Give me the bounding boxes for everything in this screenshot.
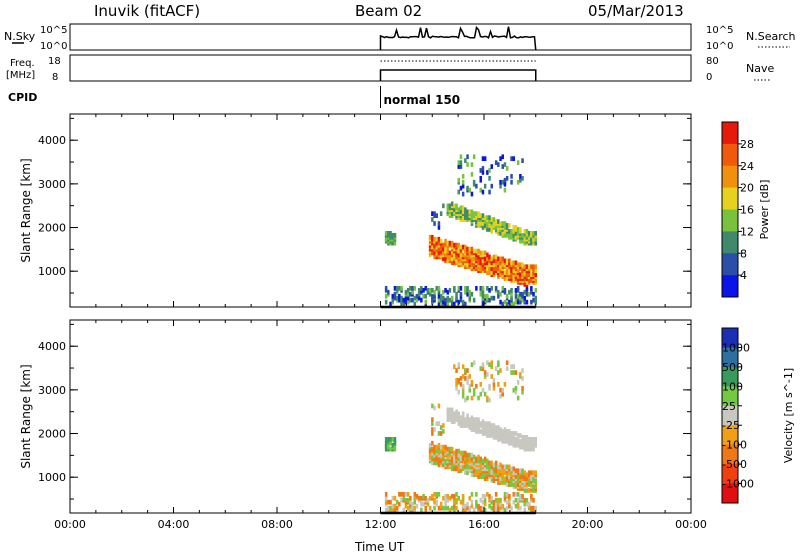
colorbar-swatch bbox=[722, 347, 738, 368]
y-tick-label: 4000 bbox=[38, 340, 66, 353]
velocity-colorbar-label: Velocity [m s^-1] bbox=[782, 368, 795, 463]
velocity-panel: 00:00 04:00 08:00 12:00 16:00 20:00 00:00 1000 2… bbox=[19, 319, 795, 531]
x-axis-label: Time UT bbox=[354, 540, 405, 554]
freq-unit-label: [MHz] bbox=[6, 70, 35, 81]
freq-trace bbox=[379, 69, 537, 81]
colorbar-tick-label: -100 bbox=[722, 439, 747, 452]
colorbar-tick-label: 500 bbox=[722, 361, 743, 374]
velocity-scatter-cells bbox=[384, 360, 537, 513]
colorbar-tick-label: -500 bbox=[722, 458, 747, 471]
x-tick-label: 16:00 bbox=[468, 518, 500, 531]
colorbar-swatch bbox=[722, 253, 738, 276]
power-colorbar: 4 8 12 16 20 24 28 Power [dB] bbox=[721, 121, 771, 298]
y-tick-label: 1000 bbox=[38, 265, 66, 278]
colorbar-tick-label: 16 bbox=[740, 204, 754, 217]
nsearch-tick-bottom: 10^0 bbox=[706, 41, 733, 52]
freq-tick-bottom: 8 bbox=[52, 72, 58, 83]
colorbar-tick-label: 1000 bbox=[722, 341, 750, 354]
colorbar-swatch bbox=[722, 187, 738, 210]
x-tick-label: 08:00 bbox=[261, 518, 293, 531]
date-title: 05/Mar/2013 bbox=[588, 2, 684, 20]
nave-label: Nave bbox=[746, 62, 774, 75]
velocity-y-axis-label: Slant Range [km] bbox=[19, 364, 33, 468]
colorbar-swatch bbox=[722, 328, 738, 348]
colorbar-swatch bbox=[722, 143, 738, 167]
colorbar-swatch bbox=[722, 444, 738, 465]
colorbar-tick-label: 24 bbox=[740, 160, 754, 173]
y-tick-label: 4000 bbox=[38, 134, 66, 147]
x-tick-label: 00:00 bbox=[675, 518, 707, 531]
nave-tick-top: 80 bbox=[706, 56, 719, 67]
y-tick-label: 2000 bbox=[38, 428, 66, 441]
colorbar-swatch bbox=[722, 122, 738, 145]
nsky-tick-bottom: 10^0 bbox=[40, 41, 67, 52]
nsky-trace bbox=[379, 25, 537, 51]
x-tick-label: 12:00 bbox=[365, 518, 397, 531]
colorbar-frame bbox=[721, 327, 739, 504]
beam-title: Beam 02 bbox=[355, 2, 422, 20]
colorbar-swatch bbox=[722, 405, 738, 426]
colorbar-swatch bbox=[722, 366, 738, 387]
velocity-frame bbox=[69, 319, 692, 514]
colorbar-tick-label: -25 bbox=[722, 419, 740, 432]
nsky-tick-top: 10^5 bbox=[40, 25, 67, 36]
power-frame bbox=[69, 113, 692, 308]
freq-label: Freq. bbox=[10, 58, 35, 69]
x-tick-label: 04:00 bbox=[158, 518, 190, 531]
power-y-axis-label: Slant Range [km] bbox=[19, 158, 33, 262]
y-tick-label: 1000 bbox=[38, 471, 66, 484]
colorbar-swatch bbox=[722, 275, 738, 298]
station-title: Inuvik (fitACF) bbox=[94, 2, 200, 20]
colorbar-tick-label: 20 bbox=[740, 182, 754, 195]
cpid-value: normal 150 bbox=[384, 93, 461, 107]
cpid-label: CPID bbox=[8, 91, 37, 104]
colorbar-swatch bbox=[722, 464, 738, 484]
x-tick-label: 00:00 bbox=[54, 518, 86, 531]
colorbar-swatch bbox=[722, 165, 738, 188]
colorbar-tick-label: 25 bbox=[722, 400, 736, 413]
colorbar-tick-label: 12 bbox=[740, 225, 754, 238]
freq-tick-top: 18 bbox=[48, 56, 61, 67]
nsky-label: N.Sky bbox=[4, 30, 36, 43]
colorbar-tick-label: 100 bbox=[722, 380, 743, 393]
colorbar-swatch bbox=[722, 209, 738, 232]
power-scatter-cells bbox=[384, 154, 537, 307]
colorbar-swatch bbox=[722, 386, 738, 407]
colorbar-swatch bbox=[722, 483, 738, 504]
colorbar-swatch bbox=[722, 231, 738, 254]
nsearch-label: N.Search bbox=[746, 30, 796, 43]
colorbar-tick-label: 4 bbox=[740, 269, 747, 282]
x-tick-label: 20:00 bbox=[572, 518, 604, 531]
power-panel: 1000 2000 3000 4000 Slant Range [km] 4 8 12 16 20… bbox=[19, 113, 771, 309]
power-colorbar-label: Power [dB] bbox=[758, 180, 771, 240]
colorbar-tick-label: 8 bbox=[740, 247, 747, 260]
nsearch-tick-top: 10^5 bbox=[706, 25, 733, 36]
colorbar-tick-label: -1000 bbox=[722, 478, 754, 491]
colorbar-swatch bbox=[722, 425, 738, 445]
nave-tick-bottom: 0 bbox=[706, 72, 712, 83]
velocity-colorbar: 1000 500 100 25 -25 -100 -500 -1000 Velocity [m … bbox=[721, 327, 795, 504]
y-tick-label: 2000 bbox=[38, 222, 66, 235]
y-tick-label: 3000 bbox=[38, 384, 66, 397]
colorbar-tick-label: 28 bbox=[740, 138, 754, 151]
y-tick-label: 3000 bbox=[38, 178, 66, 191]
